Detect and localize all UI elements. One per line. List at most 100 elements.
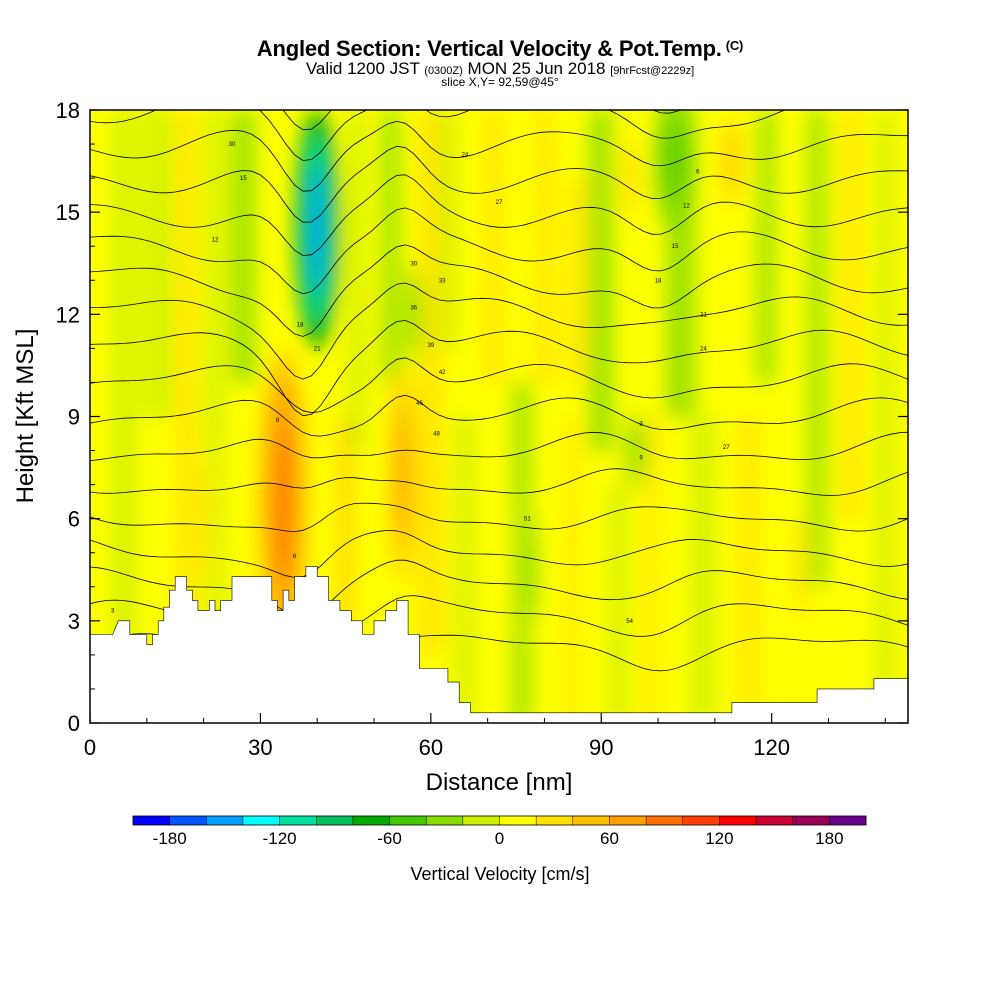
velocity-streak — [535, 110, 553, 383]
contour-label: 39 — [427, 343, 434, 349]
colorbar-tick-label: 180 — [815, 829, 843, 848]
contour-label: 36 — [410, 306, 417, 312]
theta-contour-line — [90, 282, 908, 380]
contour-label: 45 — [416, 401, 423, 407]
velocity-streak — [456, 416, 474, 723]
theta-contour-line — [90, 357, 908, 414]
theta-contour-line — [90, 120, 908, 192]
velocity-streak — [842, 110, 860, 519]
valid-date-text: MON 25 Jun 2018 — [467, 59, 606, 78]
theta-contour-line — [90, 502, 908, 533]
theta-contour-line — [90, 110, 787, 161]
contour-label: 15 — [240, 176, 247, 182]
velocity-streak — [178, 110, 196, 655]
theta-contour-line — [90, 559, 908, 619]
downdraft-core — [310, 163, 324, 296]
colorbar-title: Vertical Velocity [cm/s] — [410, 864, 589, 884]
colorbar-swatch — [829, 816, 867, 825]
contour-label: 6 — [696, 169, 700, 175]
velocity-streak — [382, 110, 400, 383]
velocity-streak — [567, 416, 579, 723]
contour-label: 12 — [212, 237, 219, 243]
colorbar-tick-label: 120 — [705, 829, 733, 848]
downdraft-core — [668, 122, 682, 200]
downdraft-core — [631, 428, 639, 473]
theta-contour-line — [90, 468, 908, 496]
contour-label: 51 — [524, 517, 531, 523]
contour-label: 18 — [297, 323, 304, 329]
velocity-streak — [232, 110, 255, 383]
y-tick-label: 18 — [56, 98, 80, 123]
y-axis-title: Height [Kft MSL] — [12, 329, 39, 504]
velocity-streak — [439, 110, 457, 349]
contour-label: 24 — [462, 152, 469, 158]
contour-label: 30 — [410, 261, 417, 267]
theta-contour-line — [90, 174, 908, 256]
theta-contour-line — [90, 320, 908, 417]
velocity-streak — [570, 178, 588, 383]
colorbar-swatch — [206, 816, 244, 825]
contour-label: 15 — [672, 244, 679, 250]
x-tick-label: 30 — [248, 735, 272, 760]
y-tick-label: 3 — [68, 609, 80, 634]
velocity-streak — [112, 110, 136, 723]
theta-contour-line — [90, 394, 908, 437]
colorbar-tick-label: 60 — [600, 829, 619, 848]
downdraft-core — [523, 531, 532, 609]
theta-contour-line — [90, 207, 908, 295]
velocity-streak — [757, 110, 775, 383]
y-tick-label: 0 — [68, 711, 80, 736]
contour-label: 33 — [439, 278, 446, 284]
colorbar-tick-label: -180 — [153, 829, 187, 848]
valid-time-text: Valid 1200 JST — [305, 59, 420, 78]
contour-label: 9 — [639, 455, 643, 461]
chart-valid-time: Valid 1200 JST (0300Z) MON 25 Jun 2018 [… — [0, 59, 1000, 79]
contour-label: 27 — [723, 445, 730, 451]
contour-label: 21 — [700, 312, 707, 318]
copyright-mark: (C) — [725, 38, 744, 53]
colorbar-swatch — [169, 816, 207, 825]
updraft-core — [797, 531, 804, 609]
contour-label: 9 — [276, 418, 280, 424]
colorbar-swatch — [426, 816, 464, 825]
velocity-streak — [876, 110, 894, 723]
colorbar-swatch — [316, 816, 354, 825]
velocity-streak — [646, 416, 659, 723]
velocity-streak — [589, 110, 613, 451]
y-tick-label: 12 — [56, 302, 80, 327]
updraft-core — [397, 413, 408, 535]
chart-title-block: Angled Section: Vertical Velocity & Pot.… — [0, 36, 1000, 89]
colorbar-tick-label: 0 — [495, 829, 504, 848]
contour-label: 27 — [496, 200, 503, 206]
velocity-streak — [339, 416, 352, 621]
colorbar-swatch — [389, 816, 427, 825]
velocity-streak — [143, 110, 173, 417]
velocity-streak — [348, 110, 366, 451]
colorbar-swatch — [646, 816, 684, 825]
theta-contour-line — [90, 529, 908, 578]
colorbar-swatch — [719, 816, 757, 825]
colorbar-swatch — [792, 816, 830, 825]
contour-label: 24 — [700, 346, 707, 352]
velocity-streak — [740, 416, 758, 723]
updraft-core — [275, 419, 291, 585]
colorbar-tick-label: -60 — [377, 829, 402, 848]
contour-label: 48 — [433, 432, 440, 438]
theta-contour-line — [90, 244, 908, 337]
colorbar-swatch — [499, 816, 537, 825]
colorbar-swatch — [242, 816, 280, 825]
velocity-streak — [419, 110, 443, 655]
contour-label: 3 — [639, 421, 643, 427]
colorbar-swatch — [462, 816, 500, 825]
colorbar-swatch — [133, 816, 170, 825]
terrain-mask — [90, 566, 908, 723]
theta-contour-line — [90, 145, 908, 223]
contour-label: 3 — [111, 609, 115, 615]
velocity-streak — [484, 110, 502, 383]
colorbar-swatch — [536, 816, 574, 825]
contour-label: 12 — [683, 203, 690, 209]
colorbar-swatch — [572, 816, 610, 825]
updraft-core — [200, 474, 207, 563]
